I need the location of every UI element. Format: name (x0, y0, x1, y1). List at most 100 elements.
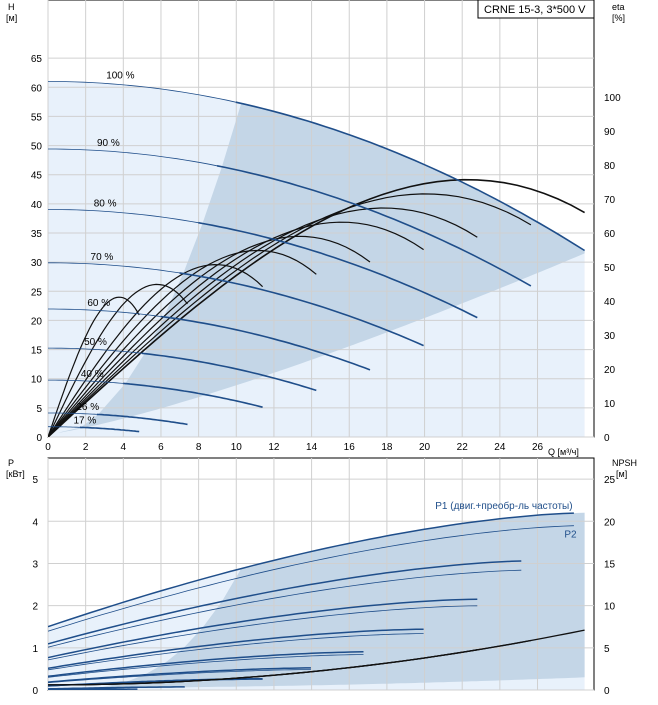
x-tick-label-9: 18 (381, 442, 393, 453)
head-curve-8 (79, 426, 140, 433)
power-panel: 0 1 2 3 4 5 0 5 10 15 20 25 P1 (двиг.+преобр-ль част… (32, 457, 616, 697)
eta-tick-label-8: 80 (604, 161, 616, 172)
power-tick-label-4: 4 (32, 517, 38, 528)
head-panel: 100 %90 %80 %70 %60 %50 %40 %26 %17 %0 2 4… (31, 0, 621, 453)
head-tick-label-1: 5 (36, 404, 42, 415)
head-tick-label-5: 25 (31, 287, 43, 298)
x-tick-label-12: 24 (494, 442, 506, 453)
speed-label-6: 40 % (81, 369, 104, 380)
head-tick-label-4: 20 (31, 316, 43, 327)
head-curve-part-load-0 (48, 81, 236, 103)
p2-series-label: P2 (564, 529, 577, 540)
npsh-curve-2 (48, 649, 478, 686)
p1-curve-2 (48, 598, 478, 659)
p2-curve-7 (48, 686, 185, 690)
efficiency-curve-4 (48, 235, 371, 437)
eta-tick-label-10: 100 (604, 93, 621, 104)
eta-tick-label-9: 90 (604, 127, 616, 138)
p1-curve-5 (48, 667, 311, 683)
head-curve-part-load-8 (48, 426, 80, 428)
x-tick-label-2: 4 (121, 442, 127, 453)
x-tick-label-10: 20 (419, 442, 431, 453)
speed-label-4: 60 % (87, 298, 110, 309)
head-curve-part-load-7 (48, 412, 97, 415)
top-right-axis-label: eta (612, 2, 625, 12)
power-tick-label-3: 3 (32, 559, 38, 570)
head-tick-label-12: 60 (31, 83, 43, 94)
speed-label-3: 70 % (91, 252, 114, 263)
bottom-right-axis-unit: [м] (616, 469, 627, 479)
npsh-tick-label-1: 5 (604, 644, 610, 655)
x-tick-label-6: 12 (268, 442, 280, 453)
head-tick-label-11: 55 (31, 112, 43, 123)
top-left-axis-unit: [м] (6, 13, 17, 23)
bottom-left-axis-label: P (8, 458, 14, 468)
bottom-left-axis-unit: [кВт] (6, 469, 25, 479)
power-tick-label-5: 5 (32, 475, 38, 486)
npsh-tick-label-3: 15 (604, 559, 616, 570)
x-tick-label-1: 2 (83, 442, 89, 453)
eta-tick-label-4: 40 (604, 297, 616, 308)
p2-curve-5 (48, 669, 311, 684)
npsh-tick-label-0: 0 (604, 686, 610, 697)
head-tick-label-9: 45 (31, 171, 43, 182)
head-curve-part-load-5 (48, 347, 142, 354)
head-tick-label-13: 65 (31, 54, 43, 65)
efficiency-curve-0 (48, 178, 585, 437)
npsh-tick-label-5: 25 (604, 475, 616, 486)
p2-curve-0 (48, 525, 574, 632)
speed-label-2: 80 % (94, 198, 117, 209)
head-tick-label-2: 10 (31, 375, 43, 386)
head-curve-3 (179, 272, 424, 347)
speed-label-1: 90 % (97, 138, 120, 149)
power-tick-label-1: 1 (32, 644, 38, 655)
head-tick-label-0: 0 (36, 433, 42, 444)
head-tick-label-6: 30 (31, 258, 43, 269)
p2-curve-4 (48, 654, 364, 678)
x-tick-label-7: 14 (306, 442, 318, 453)
head-curve-7 (96, 413, 188, 426)
speed-label-0: 100 % (106, 70, 134, 81)
eta-tick-label-2: 20 (604, 365, 616, 376)
speed-label-5: 50 % (84, 337, 107, 348)
p1-curve-1 (48, 560, 522, 645)
x-tick-label-4: 8 (196, 442, 202, 453)
x-tick-label-11: 22 (457, 442, 469, 453)
speed-label-7: 26 % (76, 402, 99, 413)
head-curve-part-load-4 (48, 308, 161, 317)
efficiency-curve-5 (48, 249, 317, 437)
npsh-tick-label-2: 10 (604, 602, 616, 613)
head-curve-5 (141, 352, 317, 392)
p2-curve-3 (48, 633, 424, 671)
head-tick-label-10: 50 (31, 142, 43, 153)
eta-tick-label-3: 30 (604, 331, 616, 342)
head-curve-part-load-1 (48, 148, 218, 167)
head-curve-6 (123, 382, 263, 408)
top-right-axis-unit: [%] (612, 13, 625, 23)
x-axis-label: Q [м³/ч] (548, 447, 579, 457)
x-tick-label-13: 26 (532, 442, 544, 453)
head-curve-2 (198, 221, 478, 319)
head-curve-0 (235, 101, 586, 252)
head-tick-label-7: 35 (31, 229, 43, 240)
bottom-right-axis-label: NPSH (612, 458, 637, 468)
power-tick-label-2: 2 (32, 602, 38, 613)
head-curve-4 (160, 315, 371, 371)
efficiency-curve-1 (48, 193, 532, 437)
head-curve-part-load-3 (48, 262, 180, 274)
recommended-operating-area (57, 103, 585, 433)
head-curve-part-load-6 (48, 379, 124, 384)
head-curve-1 (216, 165, 532, 287)
eta-tick-label-7: 70 (604, 195, 616, 206)
model-title-box (477, 0, 595, 19)
p1-curve-3 (48, 628, 424, 670)
efficiency-curve-6 (48, 263, 264, 437)
efficiency-curve-7 (48, 283, 188, 437)
x-tick-label-3: 6 (158, 442, 164, 453)
power-tick-label-0: 0 (32, 686, 38, 697)
head-tick-label-8: 40 (31, 200, 43, 211)
eta-tick-label-5: 50 (604, 263, 616, 274)
npsh-tick-label-4: 20 (604, 517, 616, 528)
eta-tick-label-1: 10 (604, 399, 616, 410)
